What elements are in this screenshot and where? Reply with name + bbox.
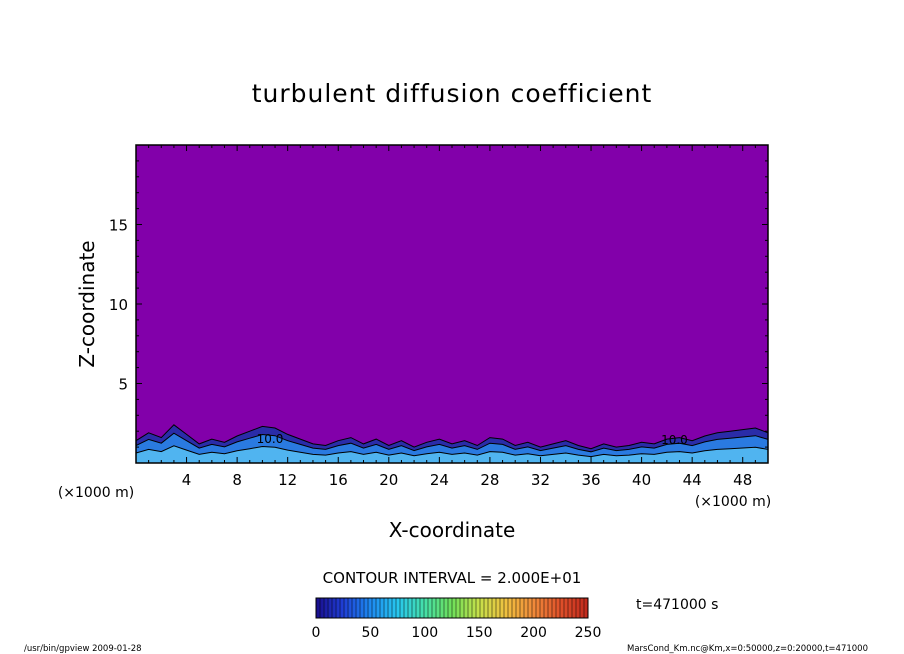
- x-tick-label: 48: [733, 471, 752, 489]
- x-unit-right: (×1000 m): [695, 494, 771, 510]
- colorbar-ticks: 0 50 100 150 200 250: [312, 625, 602, 641]
- colorbar-tick-label: 100: [411, 625, 438, 641]
- footer-right: MarsCond_Km.nc@Km,x=0:50000,z=0:20000,t=…: [627, 644, 868, 654]
- y-tick-label: 15: [109, 217, 128, 235]
- time-label: t=471000 s: [636, 597, 718, 613]
- colorbar: 0 50 100 150 200 250: [312, 597, 602, 641]
- contour-label: 10.0: [257, 432, 284, 446]
- y-tick-label: 10: [109, 296, 128, 314]
- x-tick-label: 36: [581, 471, 600, 489]
- x-tick-label: 20: [379, 471, 398, 489]
- colorbar-stripes: [315, 598, 589, 618]
- chart-title: turbulent diffusion coefficient: [252, 79, 653, 108]
- x-tick-label: 32: [531, 471, 550, 489]
- x-tick-label: 40: [632, 471, 651, 489]
- colorbar-tick-label: 150: [466, 625, 493, 641]
- x-axis-ticks: 4 8 12 16 20 24 28 32 36 40 44 48: [148, 145, 756, 489]
- x-tick-label: 8: [232, 471, 242, 489]
- field-background: [136, 145, 768, 463]
- x-unit-left: (×1000 m): [58, 485, 134, 501]
- colorbar-tick-label: 200: [520, 625, 547, 641]
- y-axis-label: Z-coordinate: [75, 240, 99, 367]
- footer-left: /usr/bin/gpview 2009-01-28: [24, 644, 142, 654]
- x-axis-label: X-coordinate: [389, 518, 516, 542]
- colorbar-tick-label: 250: [575, 625, 602, 641]
- contour-interval: CONTOUR INTERVAL = 2.000E+01: [323, 569, 582, 587]
- colorbar-tick-label: 50: [361, 625, 379, 641]
- x-tick-label: 12: [278, 471, 297, 489]
- x-tick-label: 16: [329, 471, 348, 489]
- boundary-band-inner: [135, 445, 769, 464]
- x-tick-label: 44: [683, 471, 702, 489]
- x-tick-label: 28: [480, 471, 499, 489]
- colorbar-tick-label: 0: [312, 625, 321, 641]
- boundary-layer: [135, 424, 769, 464]
- x-tick-label: 24: [430, 471, 449, 489]
- y-axis-ticks: 5 10 15: [109, 160, 768, 448]
- contour-labels: 10.0 10.0: [257, 432, 688, 447]
- y-tick-label: 5: [118, 376, 128, 394]
- contour-label: 10.0: [661, 433, 688, 447]
- colorbar-frame: [315, 597, 589, 619]
- x-tick-label: 4: [182, 471, 192, 489]
